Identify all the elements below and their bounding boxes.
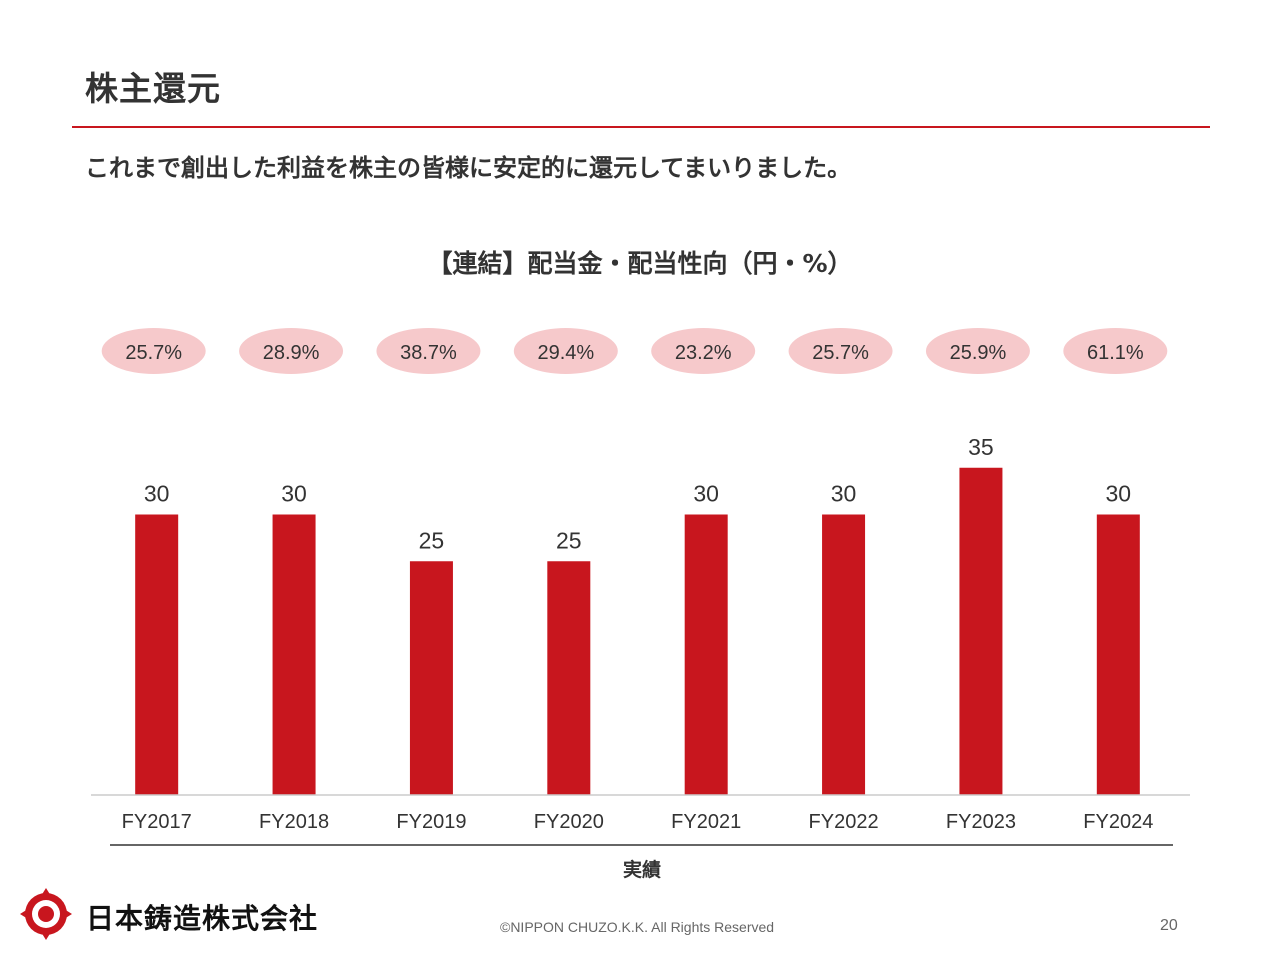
payout-ratio-bubble-FY2022 xyxy=(788,328,893,374)
chart-title: 【連結】配当金・配当性向（円・%） xyxy=(427,249,852,278)
value-label-FY2024: 30 xyxy=(1106,481,1132,507)
bar-FY2018 xyxy=(272,514,316,795)
value-label-FY2023: 35 xyxy=(968,434,994,460)
x-tick-FY2023: FY2023 xyxy=(946,811,1016,833)
x-tick-layer: FY2017 FY2018 FY2019 FY2020 FY2021 FY2022 FY20… xyxy=(122,811,1154,833)
payout-ratio-bubble-FY2020 xyxy=(513,328,618,374)
payout-ratio-label-FY2018: 28.9% xyxy=(263,342,320,364)
payout-ratio-label-FY2020: 29.4% xyxy=(537,342,594,364)
bar-FY2020 xyxy=(547,561,591,795)
dividend-chart: 【連結】配当金・配当性向（円・%） 25.7% 28.9% 38.7% 29.4% 23… xyxy=(91,249,1190,881)
bar-FY2021 xyxy=(684,514,728,795)
value-label-FY2021: 30 xyxy=(693,481,719,507)
payout-ratio-label-FY2017: 25.7% xyxy=(125,342,182,364)
payout-ratio-bubble-FY2023 xyxy=(925,328,1030,374)
page-title: 株主還元 xyxy=(85,69,221,108)
copyright: ©NIPPON CHUZO.K.K. All Rights Reserved xyxy=(500,919,775,935)
payout-ratio-bubble-FY2018 xyxy=(239,328,344,374)
payout-ratio-label-FY2023: 25.9% xyxy=(950,342,1007,364)
x-tick-FY2020: FY2020 xyxy=(534,811,604,833)
bar-FY2022 xyxy=(822,514,866,795)
bar-FY2023 xyxy=(959,467,1003,795)
payout-ratio-label-FY2019: 38.7% xyxy=(400,342,457,364)
value-label-FY2019: 25 xyxy=(419,527,445,553)
payout-ratio-bubble-FY2024 xyxy=(1063,328,1168,374)
value-label-FY2018: 30 xyxy=(281,481,307,507)
x-tick-FY2021: FY2021 xyxy=(671,811,741,833)
bar-FY2019 xyxy=(409,561,453,795)
payout-ratio-bubble-FY2017 xyxy=(101,328,206,374)
x-tick-FY2019: FY2019 xyxy=(396,811,466,833)
payout-ratio-bubble-FY2021 xyxy=(651,328,756,374)
value-label-FY2020: 25 xyxy=(556,527,582,553)
x-tick-FY2024: FY2024 xyxy=(1083,811,1153,833)
x-tick-FY2017: FY2017 xyxy=(122,811,192,833)
payout-ratio-label-FY2021: 23.2% xyxy=(675,342,732,364)
bar-layer: 30 30 25 25 30 30 35 30 xyxy=(135,434,1140,795)
value-label-FY2017: 30 xyxy=(144,481,170,507)
x-tick-FY2022: FY2022 xyxy=(809,811,879,833)
bar-FY2017 xyxy=(135,514,179,795)
lead-text: これまで創出した利益を株主の皆様に安定的に還元してまいりました。 xyxy=(85,154,852,182)
company-logo-icon xyxy=(20,888,72,940)
payout-ratio-bubble-FY2019 xyxy=(376,328,481,374)
bar-FY2024 xyxy=(1096,514,1140,795)
title-divider xyxy=(72,126,1210,128)
value-label-FY2022: 30 xyxy=(831,481,857,507)
payout-ratio-layer: 25.7% 28.9% 38.7% 29.4% 23.2% 25.7% 25.9% 61.1% xyxy=(101,328,1168,374)
group-label: 実績 xyxy=(623,858,661,881)
page-number: 20 xyxy=(1160,917,1178,934)
x-tick-FY2018: FY2018 xyxy=(259,811,329,833)
payout-ratio-label-FY2022: 25.7% xyxy=(812,342,869,364)
payout-ratio-label-FY2024: 61.1% xyxy=(1087,342,1144,364)
company-name: 日本鋳造株式会社 xyxy=(86,902,319,935)
